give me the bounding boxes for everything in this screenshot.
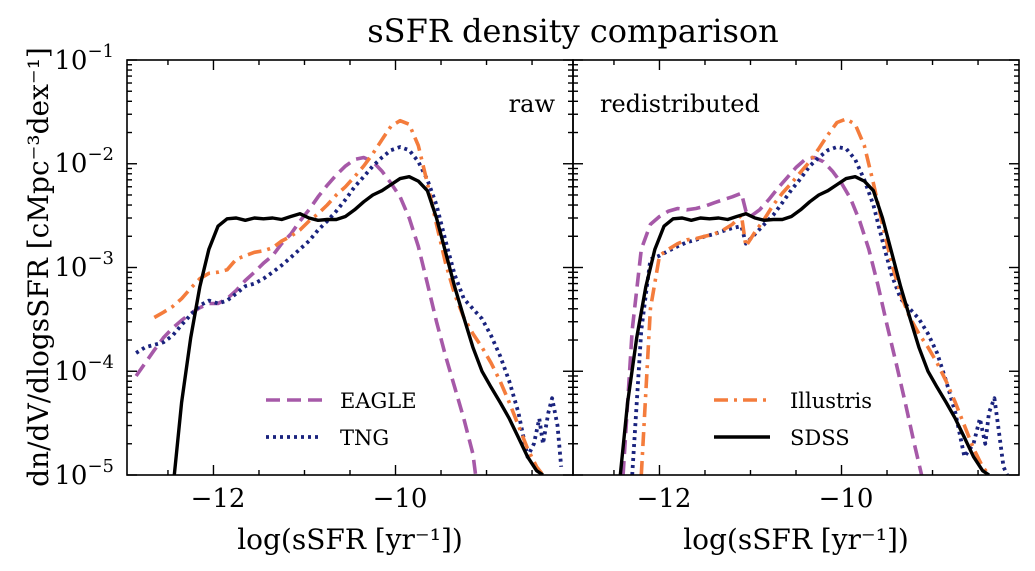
y-tick-label: 10−5	[54, 456, 114, 491]
chart-title: sSFR density comparison	[367, 12, 779, 50]
panel-raw-x-tick-label: −12	[191, 484, 246, 514]
legend-sdss-label: SDSS	[790, 426, 850, 450]
series-sdss	[618, 174, 990, 475]
panel-raw-x-tick-label: −10	[373, 484, 428, 514]
panel-redistributed-x-tick-label: −10	[819, 484, 874, 514]
legend-eagle-label: EAGLE	[340, 389, 417, 413]
legend-tng-label: TNG	[340, 426, 389, 450]
series-eagle	[621, 155, 924, 475]
y-tick-label: 10−4	[54, 352, 114, 387]
legend-left: EAGLE TNG	[266, 389, 417, 450]
panel-redistributed-x-tick-label: −12	[637, 484, 692, 514]
panel-redistributed-x-axis-label: log(sSFR [yr⁻¹])	[683, 523, 909, 556]
panel-redistributed: redistributed −12 −10 log(sSFR [yr⁻¹])	[572, 59, 1020, 556]
panel-raw: raw −12 −10 log(sSFR [yr⁻¹])	[126, 59, 574, 556]
panel-redistributed-label: redistributed	[600, 90, 760, 118]
y-axis-label: dn/dV/dlogsSFR [cMpc⁻³dex⁻¹]	[22, 47, 55, 487]
panel-redistributed-series	[618, 117, 1009, 475]
panel-raw-series	[134, 118, 564, 475]
y-tick-label: 10−3	[54, 248, 114, 283]
legend-right: Illustris SDSS	[714, 389, 872, 450]
series-sdss	[172, 174, 544, 475]
panel-redistributed-frame	[572, 59, 1020, 476]
series-illustris	[153, 118, 545, 475]
panel-raw-label: raw	[509, 90, 556, 118]
panel-raw-x-axis-label: log(sSFR [yr⁻¹])	[237, 523, 463, 556]
y-tick-label: 10−2	[54, 144, 114, 179]
series-tng	[135, 145, 564, 467]
y-tick-labels: 10−1 10−2 10−3 10−4 10−5	[54, 41, 114, 491]
legend-illustris-label: Illustris	[790, 389, 872, 413]
panel-raw-ticks	[127, 59, 573, 476]
y-tick-label: 10−1	[54, 41, 114, 76]
panel-redistributed-ticks	[573, 59, 1019, 476]
series-illustris	[639, 117, 991, 475]
